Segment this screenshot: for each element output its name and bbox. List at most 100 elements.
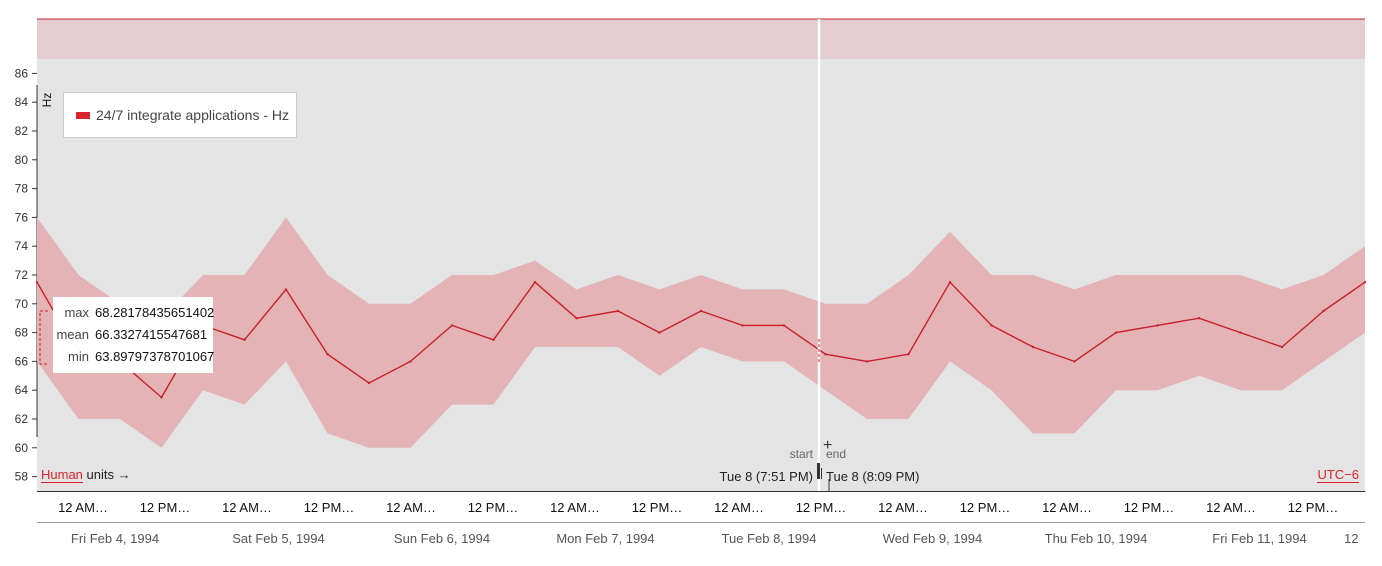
data-point-32 xyxy=(1363,281,1367,284)
y-tick-label-2: 62 xyxy=(15,412,29,426)
stats-mean-label: mean xyxy=(56,327,89,342)
stats-mean-value: 66.3327415547681 xyxy=(95,327,208,342)
band-segment-19 xyxy=(825,303,867,419)
y-tick-label-4: 66 xyxy=(15,354,29,368)
timeline-hour-label-14: 12 AM… xyxy=(1206,500,1256,515)
top-band xyxy=(37,19,1365,59)
data-point-5 xyxy=(243,338,246,341)
timeline-hour-label-3: 12 PM… xyxy=(303,500,355,515)
line-segment-10 xyxy=(451,324,494,341)
y-axis-ticks: 58 60 62 64 66 68 70 72 74 76 78 80 82 84 86 xyxy=(15,66,37,484)
line-segment-11 xyxy=(492,281,536,341)
y-axis-label: Hz xyxy=(40,93,54,108)
line-segment-7 xyxy=(327,353,370,384)
timeline-day-label-1: Sat Feb 5, 1994 xyxy=(232,531,325,546)
timeline-hour-label-4: 12 AM… xyxy=(386,500,436,515)
band-segment-20 xyxy=(867,275,909,419)
series-band xyxy=(37,217,1365,448)
stats-max-label: max xyxy=(64,305,89,320)
data-point-31 xyxy=(1322,309,1325,313)
timeline-day-label-7: Fri Feb 11, 1994 xyxy=(1212,531,1307,546)
units-suffix: units → xyxy=(86,467,131,482)
data-point-28 xyxy=(1197,317,1201,320)
stats-max-value: 68.28178435651402 xyxy=(95,305,215,320)
timeline-hour-label-6: 12 AM… xyxy=(550,500,600,515)
band-segment-6 xyxy=(286,217,328,434)
data-point-16 xyxy=(699,309,703,313)
timeline-day-label-2: Sun Feb 6, 1994 xyxy=(393,531,491,546)
data-point-23 xyxy=(990,324,993,327)
band-segment-5 xyxy=(244,217,286,405)
band-segment-25 xyxy=(1074,275,1116,434)
legend[interactable]: 24/7 integrate applications - Hz xyxy=(63,92,297,138)
band-segment-8 xyxy=(369,303,411,448)
band-segment-21 xyxy=(908,231,950,419)
band-segment-7 xyxy=(327,275,369,448)
line-segment-16 xyxy=(700,310,743,327)
data-point-29 xyxy=(1239,331,1242,334)
stats-mean-row: mean 66.3327415547681 xyxy=(53,327,213,347)
data-point-17 xyxy=(741,324,744,327)
band-segment-9 xyxy=(410,275,452,448)
range-end-time[interactable]: Tue 8 (8:09 PM) xyxy=(826,469,920,484)
data-point-8 xyxy=(367,381,371,385)
stats-min-label: min xyxy=(68,349,89,364)
timeline-hour-label-10: 12 AM… xyxy=(878,500,928,515)
band-segment-22 xyxy=(950,231,992,391)
line-segment-14 xyxy=(617,310,660,334)
band-segment-29 xyxy=(1240,275,1282,391)
range-start-label: start xyxy=(789,447,813,461)
y-tick-label-0: 58 xyxy=(15,470,29,484)
line-segment-13 xyxy=(576,310,619,319)
legend-swatch xyxy=(76,111,90,119)
timeline-day-label-5: Wed Feb 9, 1994 xyxy=(882,531,983,546)
line-segment-27 xyxy=(1157,317,1200,327)
min-max-bracket xyxy=(39,310,48,365)
band-segment-13 xyxy=(576,275,618,347)
timeline-hour-label-1: 12 PM… xyxy=(139,500,191,515)
data-point-19 xyxy=(824,353,827,356)
data-point-11 xyxy=(492,338,495,341)
range-start-time[interactable]: Tue 8 (7:51 PM) xyxy=(719,469,813,484)
data-point-30 xyxy=(1280,345,1284,349)
band-segment-14 xyxy=(618,275,660,376)
y-tick-label-14: 86 xyxy=(15,66,29,80)
data-point-3 xyxy=(160,396,163,399)
legend-label: 24/7 integrate applications - Hz xyxy=(96,107,289,123)
line-segment-21 xyxy=(907,281,951,355)
timeline-hour-label-12: 12 AM… xyxy=(1042,500,1092,515)
y-tick-label-1: 60 xyxy=(15,441,29,455)
line-segment-29 xyxy=(1240,331,1283,348)
y-tick-label-13: 84 xyxy=(15,95,29,109)
y-tick-label-6: 70 xyxy=(15,297,29,311)
timeline-hour-label-13: 12 PM… xyxy=(1123,500,1175,515)
data-point-27 xyxy=(1156,324,1159,327)
band-segment-10 xyxy=(452,275,494,405)
line-segment-9 xyxy=(410,324,453,362)
y-tick-label-7: 72 xyxy=(15,268,29,282)
data-point-9 xyxy=(409,360,412,363)
timeline-hour-label-0: 12 AM… xyxy=(58,500,108,515)
y-tick-label-12: 82 xyxy=(15,124,29,138)
stats-min-row: min 63.89797378701067 xyxy=(53,349,214,369)
units-control: Human units → xyxy=(41,467,131,483)
data-point-24 xyxy=(1031,345,1035,349)
line-segment-28 xyxy=(1198,317,1241,334)
line-segment-23 xyxy=(991,324,1034,348)
y-tick-label-5: 68 xyxy=(15,326,29,340)
units-link[interactable]: Human xyxy=(41,467,83,483)
line-segment-12 xyxy=(534,281,577,319)
range-handle-start xyxy=(817,463,820,479)
data-point-21 xyxy=(907,353,910,356)
data-point-7 xyxy=(326,353,329,356)
data-point-15 xyxy=(658,331,661,334)
data-point-10 xyxy=(450,324,454,327)
timezone-link[interactable]: UTC−6 xyxy=(1317,467,1359,483)
timeline-divider xyxy=(37,522,1365,523)
timeline-day-label-0: Fri Feb 4, 1994 xyxy=(70,531,160,546)
y-tick-label-3: 64 xyxy=(15,383,29,397)
stats-tooltip: max 68.28178435651402 mean 66.3327415547… xyxy=(53,297,215,373)
timeline-hour-label-9: 12 PM… xyxy=(795,500,847,515)
line-segment-5 xyxy=(243,288,287,341)
timeline-axis xyxy=(37,491,1365,492)
